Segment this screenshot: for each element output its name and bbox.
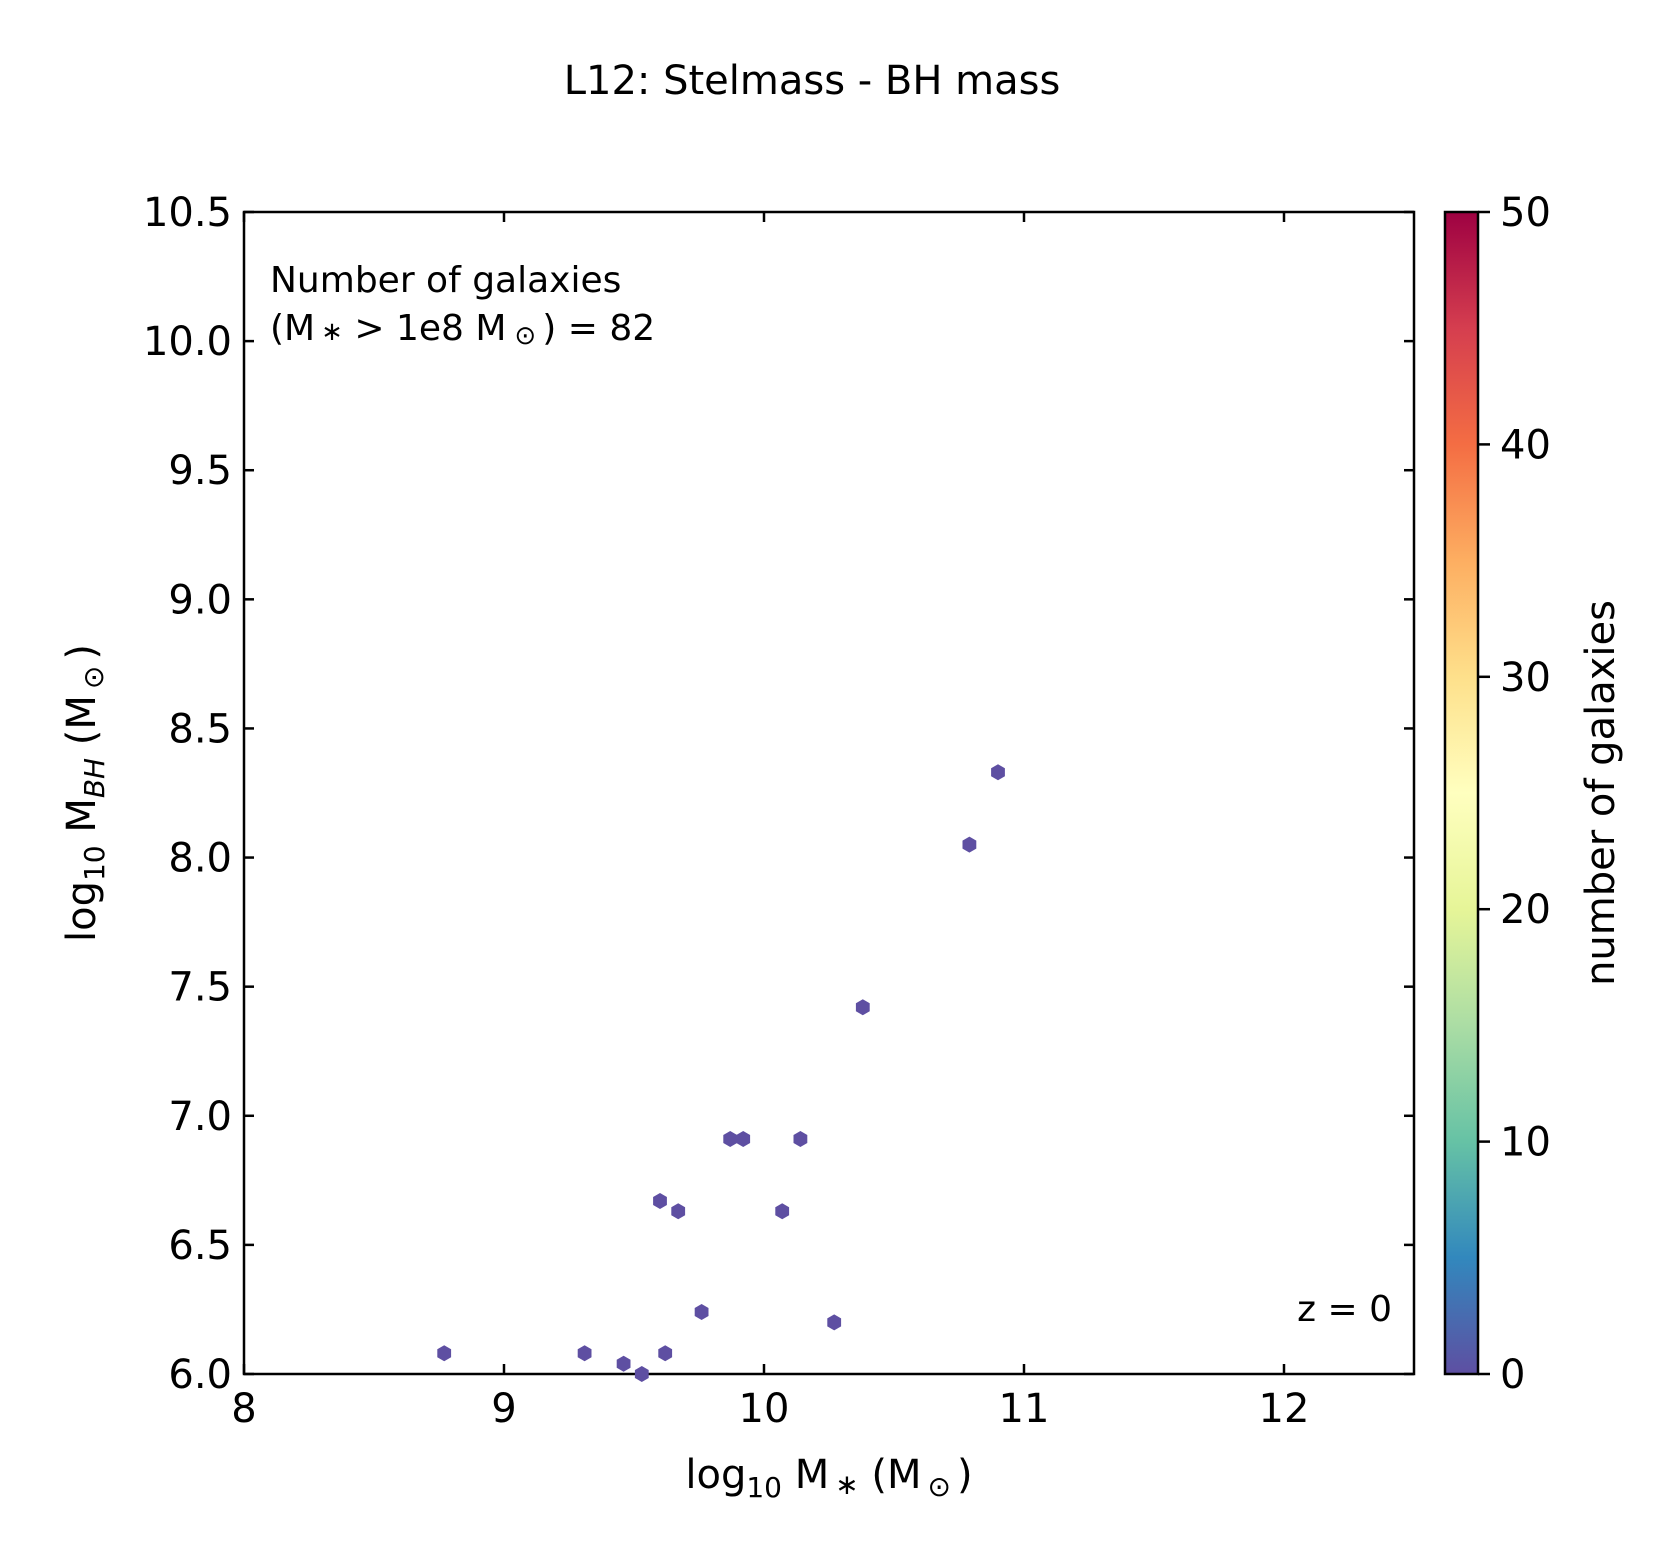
colorbar-ticks: 0 10 20 30 40 50 <box>1478 190 1551 1398</box>
galaxy-count-sym-sun: ⊙ <box>514 321 536 351</box>
hexbin-cell-5 <box>694 1304 709 1320</box>
hexbin-cell-12 <box>827 1314 842 1331</box>
y-tick-label: 7.5 <box>168 965 232 1011</box>
y-tick-label: 9.0 <box>168 577 232 623</box>
hexbin-cell-11 <box>775 1203 790 1220</box>
chart-title: L12: Stelmass - BH mass <box>564 58 1061 104</box>
galaxy-count-part-a: (M <box>270 308 315 349</box>
hexbin-cell-14 <box>962 836 977 853</box>
colorbar-tick-label: 0 <box>1500 1352 1525 1398</box>
y-tick-label: 6.0 <box>168 1352 232 1398</box>
colorbar-label: number of galaxies <box>1578 600 1624 986</box>
y-tick-label: 6.5 <box>168 1223 232 1269</box>
hexbin-cell-1 <box>577 1345 592 1362</box>
galaxy-count-part-b: > 1e8 M <box>343 308 507 349</box>
plot-area: 8 9 10 11 12 6.0 6.5 7.0 7.5 8.0 8.5 9.0 9.5 10.0 10.… <box>143 190 1416 1432</box>
galaxy-count-sym-star: ∗ <box>321 317 343 347</box>
y-axis-ticks: 6.0 6.5 7.0 7.5 8.0 8.5 9.0 9.5 10.0 10.5 <box>143 190 1414 1398</box>
hexbin-cell-6 <box>653 1193 667 1209</box>
y-label-unit-open: (M <box>59 695 105 758</box>
x-label-unit-open: (M <box>859 1452 922 1498</box>
y-tick-label: 9.5 <box>168 448 232 494</box>
y-tick-label: 10.0 <box>143 319 232 365</box>
y-tick-label: 10.5 <box>143 190 232 236</box>
x-label-unit-close: ) <box>957 1452 973 1498</box>
hexbin-cell-8 <box>723 1131 738 1147</box>
galaxy-count-annotation-line1: Number of galaxies <box>270 260 621 301</box>
y-label-m: M <box>59 798 105 845</box>
y-tick-label: 8.5 <box>168 706 232 752</box>
y-label-log: log <box>59 881 105 942</box>
x-axis-label: log10 M ∗ (M ⊙) <box>685 1452 972 1504</box>
y-label-sun: ⊙ <box>77 666 110 689</box>
colorbar-tick-label: 20 <box>1500 887 1551 933</box>
galaxy-count-annotation-line2: (M ∗ > 1e8 M ⊙) = 82 <box>270 308 655 351</box>
x-label-m: M <box>782 1452 829 1498</box>
x-label-sun: ⊙ <box>928 1470 951 1503</box>
colorbar-tick-label: 10 <box>1500 1120 1551 1166</box>
y-label-unit-close: ) <box>59 644 105 660</box>
colorbar-tick-label: 40 <box>1500 422 1551 468</box>
colorbar-tick-label: 50 <box>1500 190 1551 236</box>
hexbin-cell-13 <box>855 999 870 1016</box>
x-tick-label: 9 <box>491 1386 516 1432</box>
y-tick-label: 8.0 <box>168 836 232 882</box>
x-label-log: log <box>685 1452 746 1498</box>
plot-frame <box>242 210 1416 1376</box>
hexbin-cell-15 <box>991 764 1005 781</box>
hexbin-cell-7 <box>671 1203 686 1220</box>
hexbin-points <box>437 764 1005 1382</box>
colorbar: 0 10 20 30 40 50 number of galaxies <box>1443 190 1624 1398</box>
galaxy-count-part-c: ) = 82 <box>542 308 655 349</box>
colorbar-tick-label: 30 <box>1500 655 1551 701</box>
x-axis-ticks: 8 9 10 11 12 <box>231 212 1309 1432</box>
x-label-star: ∗ <box>835 1468 858 1501</box>
x-tick-label: 11 <box>999 1386 1050 1432</box>
x-tick-label: 8 <box>231 1386 256 1432</box>
hexbin-cell-10 <box>793 1131 808 1147</box>
colorbar-gradient <box>1443 210 1480 1376</box>
hexbin-cell-0 <box>437 1345 452 1362</box>
y-label-bh: BH <box>78 758 111 798</box>
x-tick-label: 10 <box>739 1386 790 1432</box>
hexbin-cell-4 <box>658 1345 673 1362</box>
hexbin-cell-9 <box>736 1131 751 1147</box>
hexbin-cell-3 <box>634 1366 649 1382</box>
hexbin-cell-2 <box>616 1355 631 1372</box>
y-label-sub: 10 <box>78 845 111 881</box>
y-axis-label: log10 MBH (M ⊙) <box>59 644 111 942</box>
x-label-sub: 10 <box>746 1471 782 1504</box>
redshift-annotation: z = 0 <box>1297 1289 1392 1330</box>
y-tick-label: 7.0 <box>168 1094 232 1140</box>
x-tick-label: 12 <box>1259 1386 1310 1432</box>
